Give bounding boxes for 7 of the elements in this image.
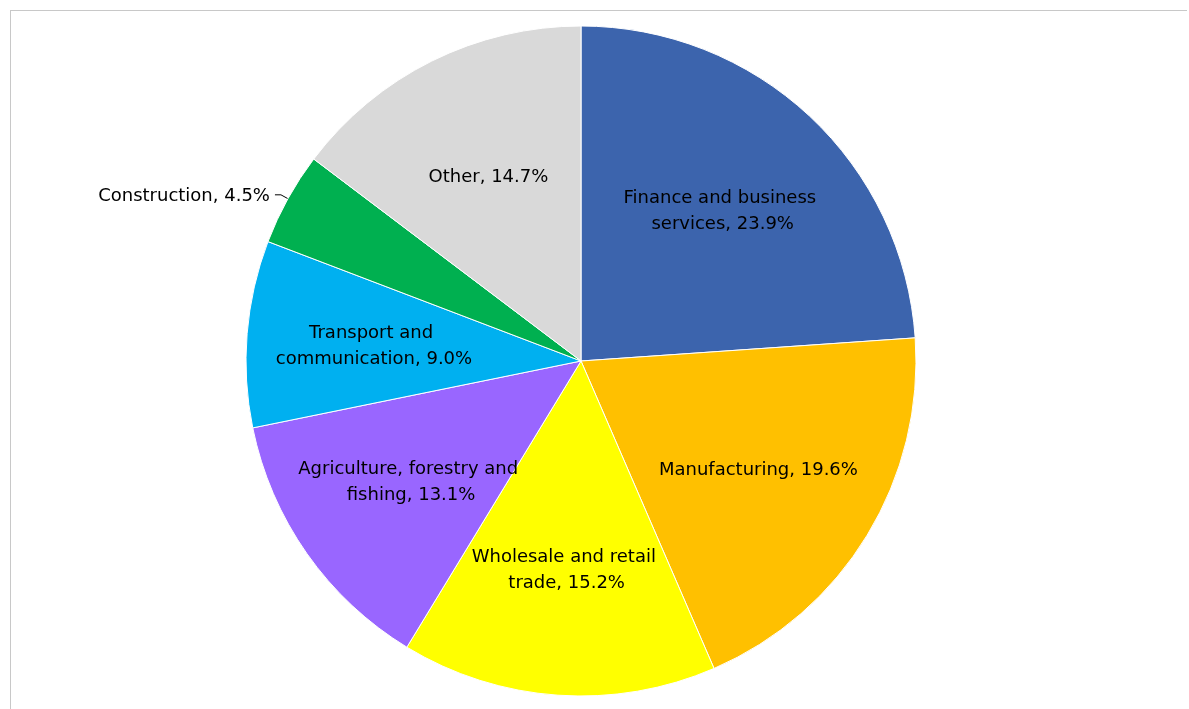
slice-label: Wholesale and retail trade, 15.2%	[471, 544, 662, 592]
slice-label: Agriculture, forestry and fishing, 13.1%	[298, 456, 524, 504]
slice-label: Transport and communication, 9.0%	[275, 320, 473, 368]
slice-label: Other, 14.7%	[428, 164, 549, 186]
slice-label: Manufacturing, 19.6%	[658, 458, 858, 480]
slice-label: Construction, 4.5%	[98, 184, 270, 206]
slice-label: Finance and business services, 23.9%	[623, 185, 822, 233]
